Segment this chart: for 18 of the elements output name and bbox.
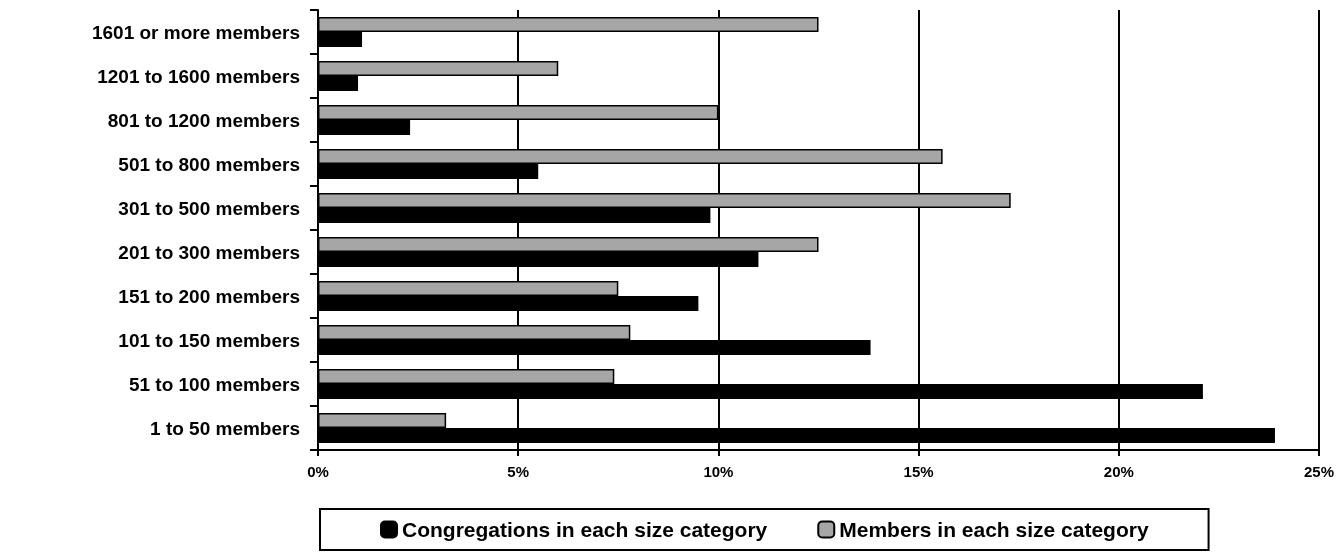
legend-label: Members in each size category	[839, 518, 1149, 541]
x-tick-label: 10%	[703, 463, 734, 480]
legend-label: Congregations in each size category	[402, 518, 768, 541]
x-tick-label: 20%	[1103, 463, 1134, 480]
y-tick-label: 801 to 1200 members	[107, 109, 300, 131]
y-tick-label: 501 to 800 members	[118, 153, 300, 175]
y-tick-label: 1201 to 1600 members	[97, 65, 300, 87]
x-tick-label: 5%	[507, 463, 530, 480]
x-tick-label: 25%	[1303, 463, 1335, 480]
y-tick-label: 301 to 500 members	[118, 197, 300, 219]
y-tick-label: 101 to 150 members	[118, 329, 300, 351]
x-tick-label: 0%	[307, 463, 329, 480]
y-tick-label: 201 to 300 members	[118, 241, 300, 263]
y-tick-label: 1601 or more members	[91, 21, 300, 43]
y-tick-label: 51 to 100 members	[128, 373, 300, 395]
x-tick-label: 15%	[903, 463, 934, 480]
y-tick-label: 151 to 200 members	[118, 285, 300, 307]
y-tick-label: 1 to 50 members	[150, 417, 300, 439]
